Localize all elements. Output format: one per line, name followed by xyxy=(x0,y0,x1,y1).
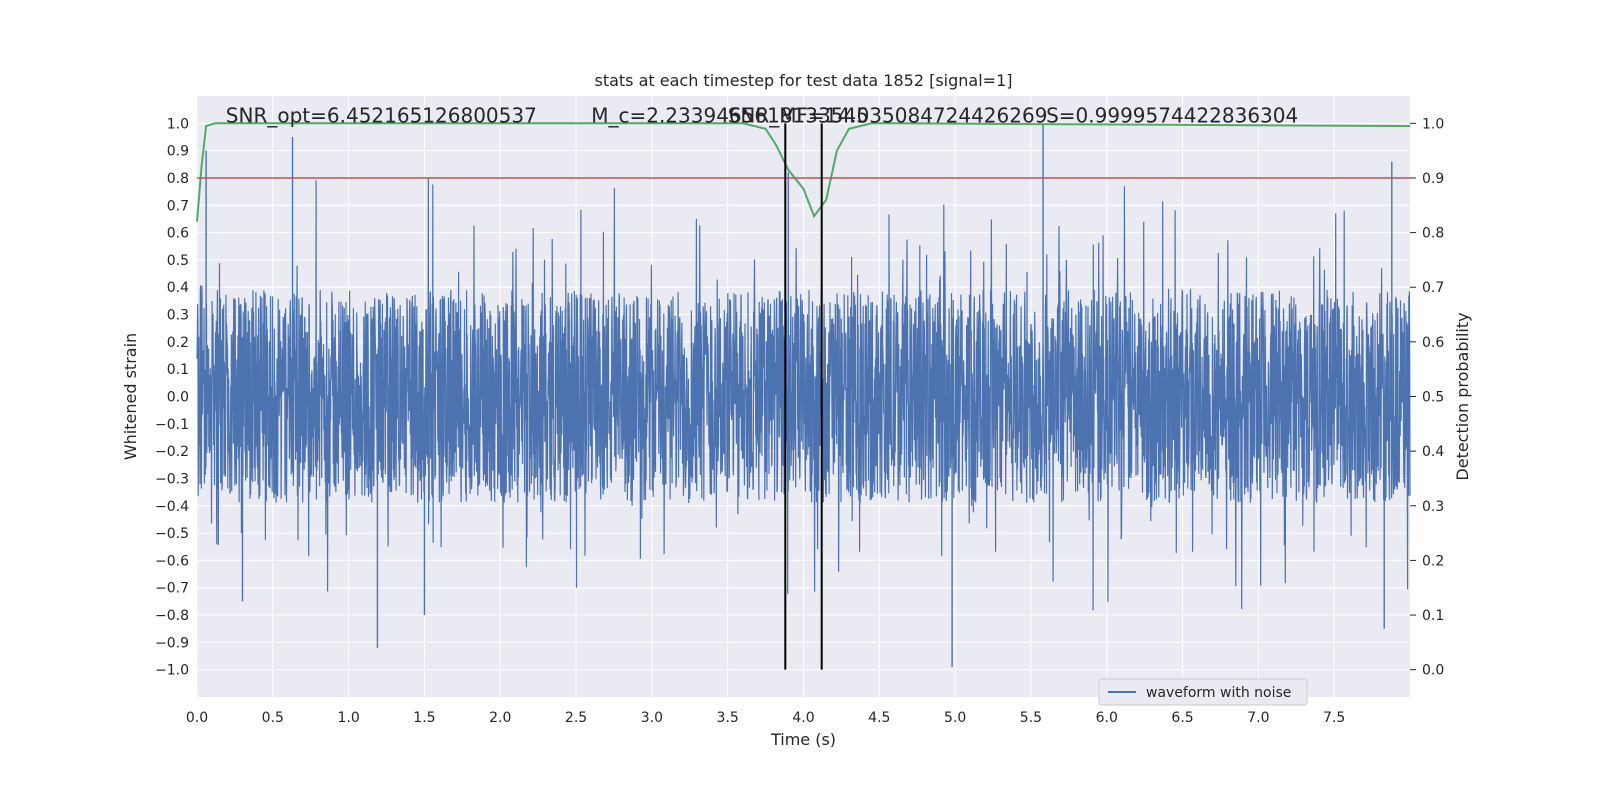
y2-tick-label: 0.4 xyxy=(1422,444,1444,460)
legend: waveform with noise xyxy=(1098,678,1308,706)
ticks: 0.0 0.5 1.0 1.5 2.0 2.5 3.0 3.5 4.0 4.5 5.0 5.5 6.0 6… xyxy=(155,116,1444,726)
probability-series xyxy=(196,122,1411,222)
legend-box xyxy=(1098,678,1308,706)
y-tick-label: −1.0 xyxy=(155,663,189,679)
y2-tick-label: 0.7 xyxy=(1422,280,1444,296)
annotations: SNR_opt=6.452165126800537 M_c=2.233946561… xyxy=(226,103,1298,127)
x-tick-label: 1.5 xyxy=(413,710,435,726)
y2-tick-label: 0.1 xyxy=(1422,608,1444,624)
overlays xyxy=(197,123,1410,670)
strain-series xyxy=(196,123,1411,667)
y-tick-label: 0.7 xyxy=(167,198,189,214)
stat-annotation: SNR_MF=14.035084724426269 xyxy=(728,103,1048,127)
y-tick-label: −0.4 xyxy=(155,499,189,515)
chart-title: stats at each timestep for test data 185… xyxy=(594,71,1012,90)
y-tick-label: −0.5 xyxy=(155,526,189,542)
x-tick-label: 2.5 xyxy=(565,710,587,726)
y-tick-label: 1.0 xyxy=(167,116,189,132)
y2-tick-label: 0.9 xyxy=(1422,171,1444,187)
y-tick-label: −0.9 xyxy=(155,635,189,651)
x-tick-label: 4.5 xyxy=(868,710,890,726)
y-tick-label: 0.8 xyxy=(167,171,189,187)
y-tick-label: −0.1 xyxy=(155,417,189,433)
series-line-waveform xyxy=(196,178,1411,611)
y-axis-label: Whitened strain xyxy=(121,333,140,460)
y-tick-label: 0.6 xyxy=(167,226,189,242)
x-tick-label: 3.5 xyxy=(717,710,739,726)
x-tick-label: 1.0 xyxy=(337,710,359,726)
x-tick-label: 3.0 xyxy=(641,710,663,726)
x-tick-label: 6.0 xyxy=(1096,710,1118,726)
y-tick-label: −0.2 xyxy=(155,444,189,460)
stat-annotation: S=0.9999574422836304 xyxy=(1046,103,1298,127)
x-tick-label: 0.5 xyxy=(262,710,284,726)
y-tick-label: −0.6 xyxy=(155,553,189,569)
y2-tick-label: 0.2 xyxy=(1422,553,1444,569)
x-tick-label: 5.5 xyxy=(1020,710,1042,726)
y-tick-label: 0.0 xyxy=(167,390,189,406)
y2-tick-label: 0.0 xyxy=(1422,663,1444,679)
y2-axis-label: Detection probability xyxy=(1453,312,1472,480)
stat-annotation: SNR_opt=6.452165126800537 xyxy=(226,103,537,127)
x-tick-label: 5.0 xyxy=(944,710,966,726)
y-tick-label: −0.7 xyxy=(155,581,189,597)
y2-tick-label: 0.6 xyxy=(1422,335,1444,351)
x-tick-label: 6.5 xyxy=(1171,710,1193,726)
y-tick-label: −0.3 xyxy=(155,471,189,487)
y-tick-label: 0.3 xyxy=(167,308,189,324)
x-tick-label: 4.0 xyxy=(792,710,814,726)
series-line-probability xyxy=(196,122,1411,222)
y-tick-label: 0.5 xyxy=(167,253,189,269)
x-tick-label: 7.5 xyxy=(1323,710,1345,726)
y2-tick-label: 0.5 xyxy=(1422,390,1444,406)
x-tick-label: 7.0 xyxy=(1247,710,1269,726)
x-tick-label: 2.0 xyxy=(489,710,511,726)
y-tick-label: 0.9 xyxy=(167,144,189,160)
y2-tick-label: 0.8 xyxy=(1422,226,1444,242)
stat-annotation: M_c=2.2339465618133545 xyxy=(591,103,869,127)
x-tick-label: 0.0 xyxy=(186,710,208,726)
y-tick-label: 0.1 xyxy=(167,362,189,378)
y-tick-label: −0.8 xyxy=(155,608,189,624)
y-tick-label: 0.2 xyxy=(167,335,189,351)
y-tick-label: 0.4 xyxy=(167,280,189,296)
y2-tick-label: 1.0 xyxy=(1422,116,1444,132)
y2-tick-label: 0.3 xyxy=(1422,499,1444,515)
legend-label-waveform: waveform with noise xyxy=(1146,685,1291,701)
x-axis-label: Time (s) xyxy=(770,730,836,749)
